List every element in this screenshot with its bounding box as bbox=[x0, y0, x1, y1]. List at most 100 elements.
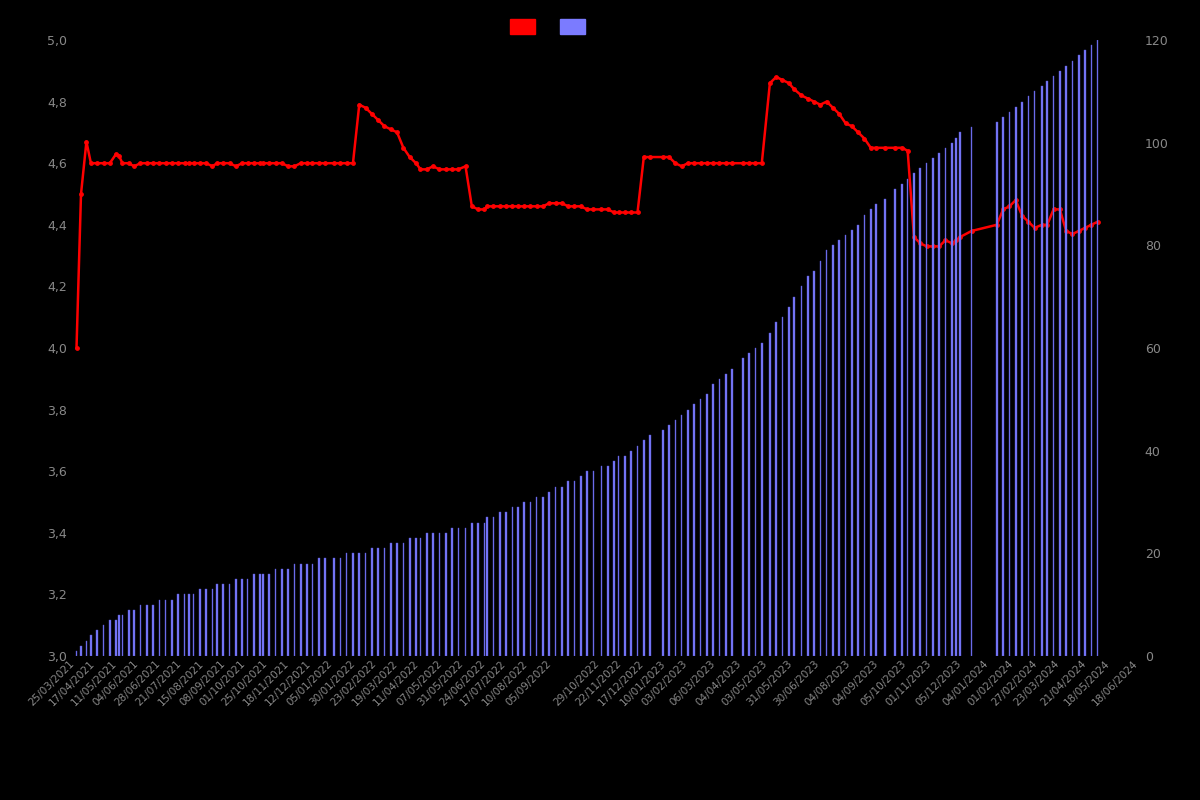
Point bbox=[169, 157, 188, 170]
Point bbox=[733, 157, 752, 170]
Bar bbox=[832, 246, 834, 656]
Bar bbox=[1002, 117, 1004, 656]
Point bbox=[302, 157, 322, 170]
Point bbox=[552, 197, 571, 210]
Point bbox=[374, 120, 394, 133]
Bar bbox=[359, 554, 360, 656]
Bar bbox=[1091, 45, 1092, 656]
Point bbox=[468, 203, 487, 216]
Bar bbox=[1042, 86, 1043, 656]
Bar bbox=[346, 554, 348, 656]
Bar bbox=[870, 210, 871, 656]
Point bbox=[1013, 209, 1032, 222]
Bar bbox=[253, 574, 254, 656]
Bar bbox=[793, 297, 796, 656]
Bar bbox=[913, 174, 914, 656]
Point bbox=[298, 157, 317, 170]
Bar bbox=[568, 482, 569, 656]
Point bbox=[716, 157, 736, 170]
Bar bbox=[1078, 55, 1080, 656]
Point bbox=[245, 157, 264, 170]
Bar bbox=[275, 569, 276, 656]
Point bbox=[430, 163, 449, 176]
Bar bbox=[384, 548, 385, 656]
Bar bbox=[624, 456, 625, 656]
Bar bbox=[919, 168, 922, 656]
Point bbox=[382, 123, 401, 136]
Bar bbox=[894, 189, 896, 656]
Bar bbox=[814, 271, 815, 656]
Point bbox=[400, 150, 419, 163]
Point bbox=[497, 200, 516, 213]
Point bbox=[77, 135, 96, 148]
Bar bbox=[377, 548, 379, 656]
Point bbox=[533, 200, 552, 213]
Point bbox=[577, 203, 596, 216]
Point bbox=[848, 126, 868, 138]
Point bbox=[930, 240, 949, 253]
Point bbox=[804, 95, 823, 108]
Point bbox=[475, 203, 494, 216]
Point bbox=[436, 163, 455, 176]
Point bbox=[641, 150, 660, 163]
Bar bbox=[613, 461, 614, 656]
Point bbox=[672, 160, 691, 173]
Bar bbox=[1066, 66, 1067, 656]
Point bbox=[610, 206, 629, 219]
Bar bbox=[649, 435, 650, 656]
Point bbox=[994, 203, 1013, 216]
Bar bbox=[235, 579, 236, 656]
Bar bbox=[944, 148, 947, 656]
Bar bbox=[247, 579, 248, 656]
Bar bbox=[775, 322, 778, 656]
Point bbox=[761, 77, 780, 90]
Legend: , : , bbox=[504, 13, 601, 39]
Point bbox=[233, 157, 252, 170]
Bar bbox=[637, 446, 638, 656]
Point bbox=[836, 117, 856, 130]
Point bbox=[1038, 218, 1057, 231]
Point bbox=[316, 157, 335, 170]
Bar bbox=[607, 466, 608, 656]
Bar bbox=[839, 240, 840, 656]
Bar bbox=[472, 522, 473, 656]
Bar bbox=[139, 605, 142, 656]
Point bbox=[1025, 222, 1044, 234]
Bar bbox=[486, 518, 488, 656]
Point bbox=[101, 157, 120, 170]
Point bbox=[1075, 222, 1094, 234]
Bar bbox=[478, 522, 479, 656]
Bar bbox=[457, 528, 460, 656]
Bar bbox=[688, 410, 689, 656]
Point bbox=[131, 157, 150, 170]
Point bbox=[259, 157, 278, 170]
Bar bbox=[76, 651, 77, 656]
Bar bbox=[306, 564, 308, 656]
Point bbox=[253, 157, 272, 170]
Point bbox=[660, 150, 679, 163]
Bar bbox=[601, 466, 602, 656]
Point bbox=[278, 160, 298, 173]
Point bbox=[886, 142, 905, 154]
Bar bbox=[713, 384, 714, 656]
Point bbox=[424, 160, 443, 173]
Bar bbox=[938, 153, 940, 656]
Bar bbox=[312, 564, 313, 656]
Point bbox=[628, 206, 647, 219]
Point bbox=[540, 197, 559, 210]
Point bbox=[331, 157, 350, 170]
Point bbox=[214, 157, 233, 170]
Bar bbox=[800, 286, 803, 656]
Bar bbox=[438, 533, 440, 656]
Point bbox=[349, 98, 368, 111]
Bar bbox=[643, 441, 644, 656]
Bar bbox=[505, 512, 506, 656]
Point bbox=[767, 70, 786, 83]
Bar bbox=[493, 518, 494, 656]
Point bbox=[635, 150, 654, 163]
Point bbox=[515, 200, 534, 213]
Point bbox=[119, 157, 138, 170]
Bar bbox=[731, 369, 733, 656]
Bar bbox=[781, 318, 784, 656]
Point bbox=[407, 157, 426, 170]
